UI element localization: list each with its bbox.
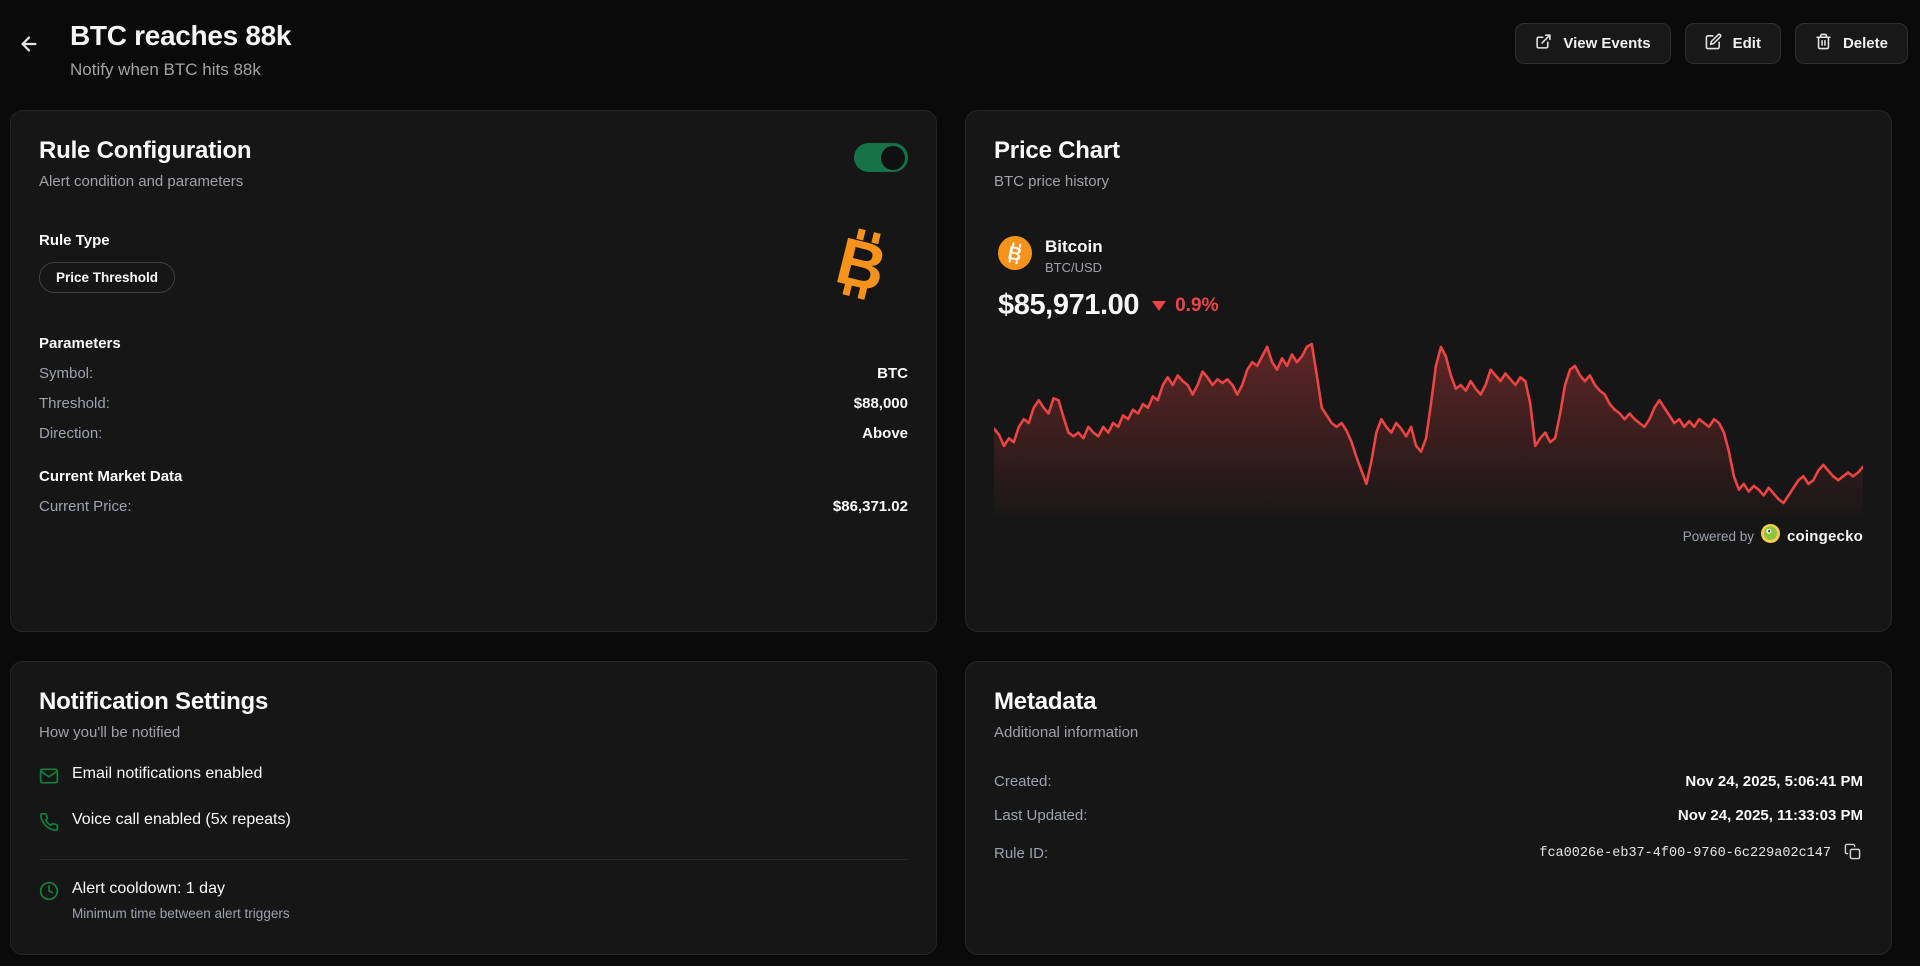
view-events-button[interactable]: View Events <box>1515 23 1671 64</box>
market-value: $86,371.02 <box>832 498 908 515</box>
copy-rule-id-button[interactable] <box>1842 841 1863 865</box>
price-chart-card: Price Chart BTC price history B Bitcoin … <box>965 110 1892 632</box>
meta-label: Rule ID: <box>994 844 1049 862</box>
delete-label: Delete <box>1842 35 1888 52</box>
notification-text: Alert cooldown: 1 day <box>72 880 225 897</box>
provider-name: coingecko <box>1787 527 1863 545</box>
param-label: Direction: <box>39 425 103 442</box>
arrow-left-icon <box>18 33 40 58</box>
market-label: Current Price: <box>39 498 132 515</box>
param-row: Direction: Above <box>39 425 908 442</box>
notification-item-cooldown: Alert cooldown: 1 day Minimum time betwe… <box>39 880 908 921</box>
param-value: $88,000 <box>853 395 908 412</box>
delete-button[interactable]: Delete <box>1794 23 1908 64</box>
rule-config-subtitle: Alert condition and parameters <box>39 173 244 190</box>
rule-type-label: Rule Type <box>39 232 110 249</box>
edit-pencil-icon <box>1705 33 1722 54</box>
notification-item-voice: Voice call enabled (5x repeats) <box>39 811 908 837</box>
page-title: BTC reaches 88k <box>70 20 292 51</box>
bitcoin-coin-icon: B <box>998 236 1032 275</box>
current-market-data-label: Current Market Data <box>39 468 183 485</box>
meta-row-rule-id: Rule ID: fca0026e-eb37-4f00-9760-6c229a0… <box>994 841 1863 865</box>
notifications-title: Notification Settings <box>39 688 269 715</box>
param-label: Symbol: <box>39 365 94 382</box>
rule-configuration-card: Rule Configuration Alert condition and p… <box>10 110 937 632</box>
main-content: Rule Configuration Alert condition and p… <box>0 80 1920 955</box>
param-row: Threshold: $88,000 <box>39 395 908 412</box>
notification-item-email: Email notifications enabled <box>39 765 908 791</box>
notification-settings-card: Notification Settings How you'll be noti… <box>10 661 937 955</box>
param-label: Threshold: <box>39 395 110 412</box>
triangle-down-icon <box>1152 300 1167 311</box>
meta-value: Nov 24, 2025, 5:06:41 PM <box>1685 773 1863 790</box>
divider <box>39 859 908 860</box>
rule-id-value: fca0026e-eb37-4f00-9760-6c229a02c147 <box>1539 845 1831 861</box>
price-chart-subtitle: BTC price history <box>994 173 1110 190</box>
rule-config-title: Rule Configuration <box>39 137 252 164</box>
powered-by-label: Powered by <box>1682 528 1754 544</box>
clock-icon <box>39 880 59 906</box>
external-link-icon <box>1535 33 1552 54</box>
view-events-label: View Events <box>1563 35 1651 52</box>
rule-enabled-toggle[interactable] <box>854 143 908 172</box>
metadata-title: Metadata <box>994 688 1097 715</box>
current-price: $85,971.00 <box>998 289 1140 321</box>
price-change: 0.9% <box>1175 294 1219 316</box>
param-value: Above <box>862 425 908 442</box>
meta-row-updated: Last Updated: Nov 24, 2025, 11:33:03 PM <box>994 807 1863 824</box>
parameters-label: Parameters <box>39 335 121 352</box>
param-row: Symbol: BTC <box>39 365 908 382</box>
notification-text: Email notifications enabled <box>72 765 263 782</box>
meta-label: Created: <box>994 773 1052 790</box>
toggle-knob <box>881 145 905 170</box>
page-subtitle: Notify when BTC hits 88k <box>70 60 261 79</box>
copy-icon <box>1844 843 1861 863</box>
edit-button[interactable]: Edit <box>1684 23 1781 64</box>
page-header: BTC reaches 88k Notify when BTC hits 88k… <box>0 0 1920 80</box>
phone-icon <box>39 811 59 837</box>
coin-name: Bitcoin <box>1045 236 1103 256</box>
meta-value: Nov 24, 2025, 11:33:03 PM <box>1677 807 1863 824</box>
param-value: BTC <box>877 365 908 382</box>
notification-subtext: Minimum time between alert triggers <box>72 906 290 921</box>
price-chart-title: Price Chart <box>994 137 1120 164</box>
price-line-chart <box>994 342 1863 515</box>
notification-text: Voice call enabled (5x repeats) <box>72 811 291 828</box>
header-actions: View Events Edit Delete <box>1515 20 1908 64</box>
rule-type-badge: Price Threshold <box>39 262 176 293</box>
chart-line <box>994 342 1863 505</box>
metadata-subtitle: Additional information <box>994 724 1139 741</box>
edit-label: Edit <box>1732 35 1761 52</box>
market-row: Current Price: $86,371.02 <box>39 498 908 515</box>
trash-icon <box>1815 33 1832 54</box>
back-button[interactable] <box>10 26 48 64</box>
mail-icon <box>39 765 59 791</box>
notifications-subtitle: How you'll be notified <box>39 724 181 741</box>
bitcoin-symbol-icon: B <box>818 216 903 316</box>
metadata-card: Metadata Additional information Created:… <box>965 661 1892 955</box>
meta-label: Last Updated: <box>994 807 1088 824</box>
coin-pair: BTC/USD <box>1045 259 1103 275</box>
meta-row-created: Created: Nov 24, 2025, 5:06:41 PM <box>994 773 1863 790</box>
coingecko-logo-icon <box>1761 524 1780 548</box>
